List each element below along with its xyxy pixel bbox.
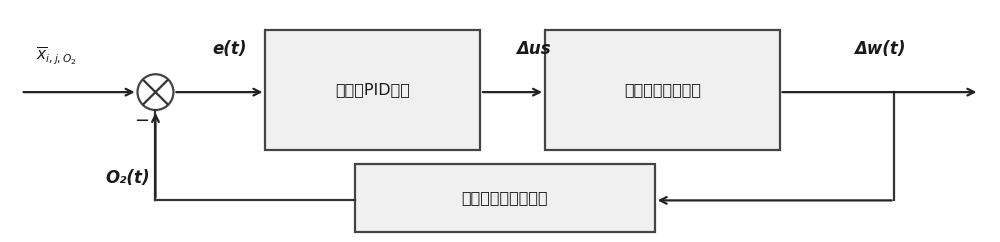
Text: e(t): e(t) [212,40,247,58]
FancyBboxPatch shape [545,30,780,150]
FancyBboxPatch shape [355,164,655,232]
FancyBboxPatch shape [265,30,480,150]
Text: O₂(t): O₂(t) [106,168,150,187]
Text: Δus: Δus [516,40,551,58]
Text: 锅炉燃料控制系统: 锅炉燃料控制系统 [624,82,701,97]
Text: 增量式PID控制: 增量式PID控制 [335,82,410,97]
Text: Δw(t): Δw(t) [855,40,906,58]
Text: −: − [135,112,150,130]
Text: 烟气含氧量测量装置: 烟气含氧量测量装置 [462,190,548,205]
Text: $\overline{x}_{i,j,O_2}$: $\overline{x}_{i,j,O_2}$ [36,45,77,67]
